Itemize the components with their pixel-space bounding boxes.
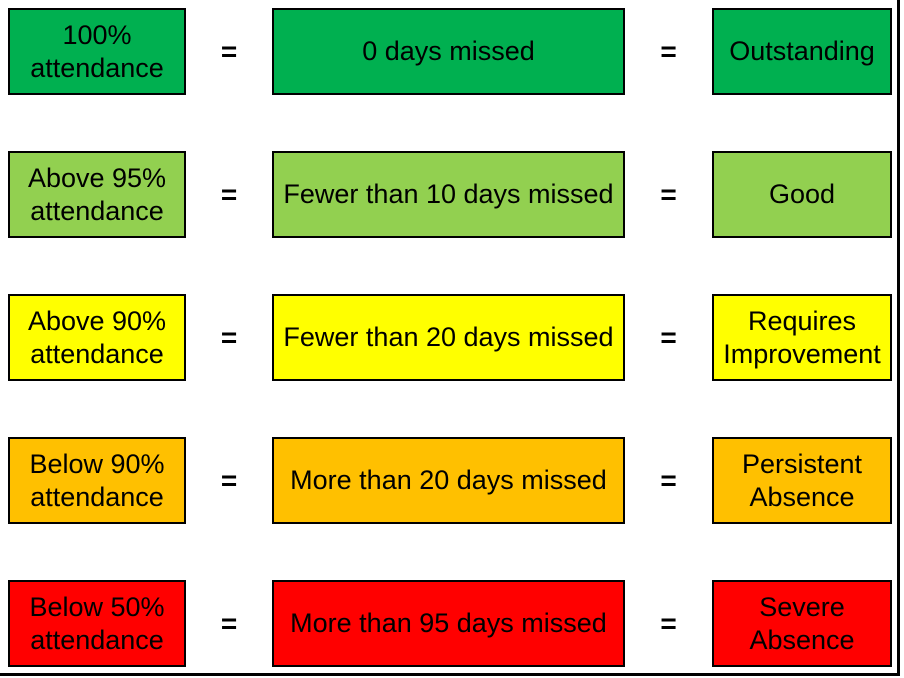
rating-box: Severe Absence (712, 580, 892, 667)
attendance-row: 100% attendance = 0 days missed = Outsta… (8, 8, 904, 95)
attendance-percentage-box: Above 95% attendance (8, 151, 186, 238)
rating-box: Requires Improvement (712, 294, 892, 381)
equals-sign: = (220, 35, 238, 67)
days-missed-box: More than 20 days missed (272, 437, 625, 524)
attendance-key-rows: 100% attendance = 0 days missed = Outsta… (0, 8, 904, 667)
days-missed-box: 0 days missed (272, 8, 625, 95)
equals-sign: = (660, 35, 677, 67)
equals-sign: = (220, 321, 238, 353)
attendance-row: Above 90% attendance = Fewer than 20 day… (8, 294, 904, 381)
equals-sign: = (660, 607, 677, 639)
attendance-row: Below 90% attendance = More than 20 days… (8, 437, 904, 524)
equals-sign: = (660, 178, 677, 210)
slide-border-bottom (0, 673, 900, 676)
attendance-percentage-box: Above 90% attendance (8, 294, 186, 381)
rating-box: Good (712, 151, 892, 238)
equals-sign: = (660, 321, 677, 353)
attendance-percentage-box: 100% attendance (8, 8, 186, 95)
attendance-percentage-box: Below 90% attendance (8, 437, 186, 524)
equals-sign: = (220, 178, 238, 210)
attendance-percentage-box: Below 50% attendance (8, 580, 186, 667)
attendance-row: Above 95% attendance = Fewer than 10 day… (8, 151, 904, 238)
slide-border-right (897, 0, 900, 676)
days-missed-box: Fewer than 10 days missed (272, 151, 625, 238)
equals-sign: = (660, 464, 677, 496)
rating-box: Outstanding (712, 8, 892, 95)
attendance-row: Below 50% attendance = More than 95 days… (8, 580, 904, 667)
equals-sign: = (220, 464, 238, 496)
rating-box: Persistent Absence (712, 437, 892, 524)
days-missed-box: Fewer than 20 days missed (272, 294, 625, 381)
equals-sign: = (220, 607, 238, 639)
days-missed-box: More than 95 days missed (272, 580, 625, 667)
